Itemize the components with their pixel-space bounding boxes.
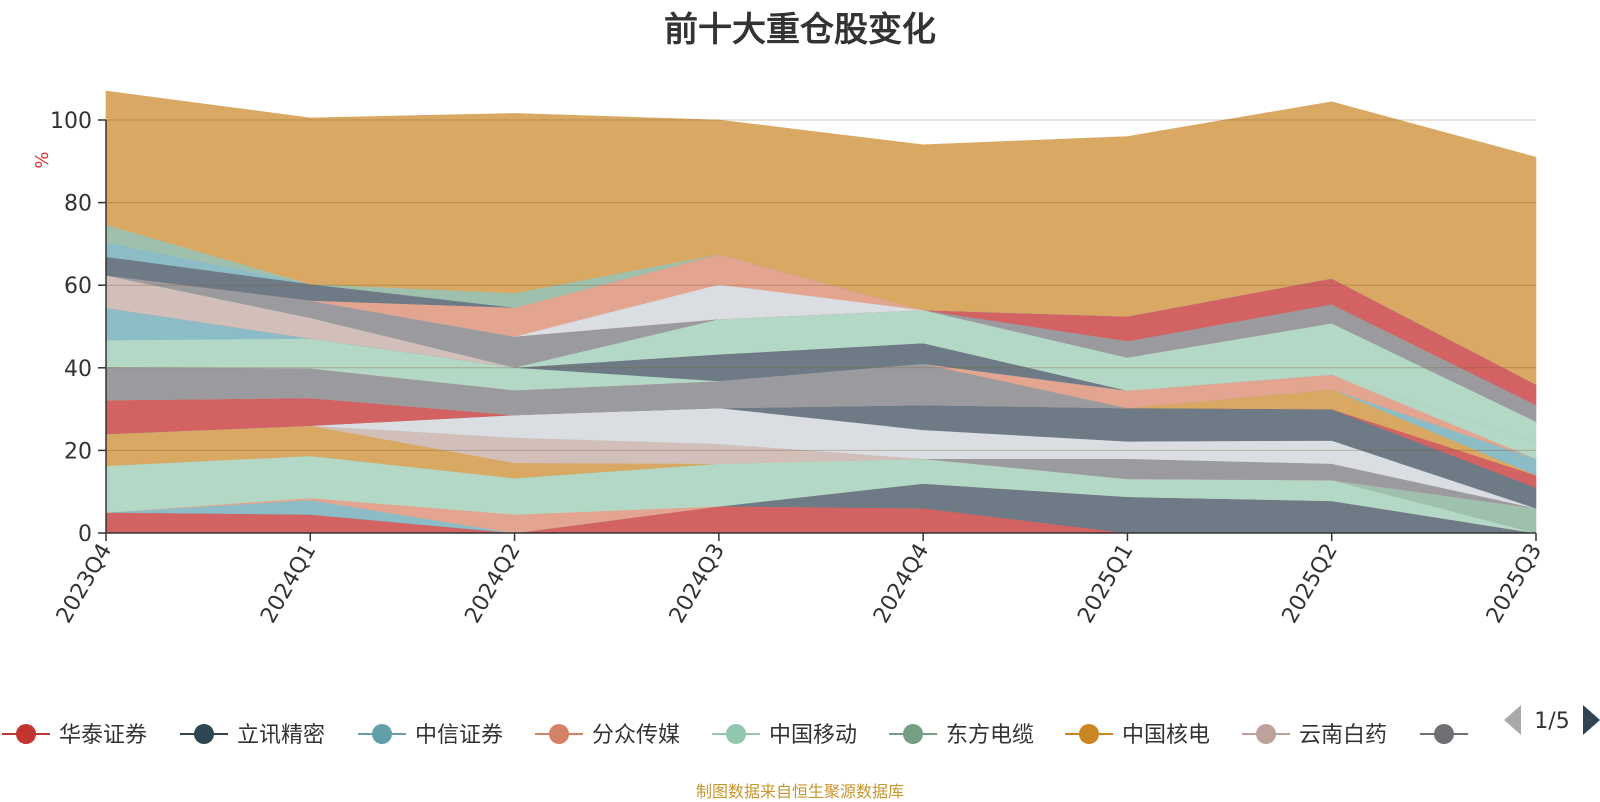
legend-label: 中国移动 (769, 723, 857, 748)
grid-lines (106, 119, 1536, 451)
legend-marker-icon (903, 724, 923, 744)
legend-pager: 1/5 (1504, 705, 1600, 735)
legend-item[interactable]: 云南白药 (1242, 723, 1387, 748)
legend-item-truncated[interactable] (1420, 724, 1468, 744)
legend-item[interactable]: 中国核电 (1065, 723, 1210, 748)
x-tick-label: 2023Q4 (52, 540, 117, 628)
legend-next-page-icon[interactable] (1583, 705, 1600, 735)
chart-title: 前十大重仓股变化 (664, 10, 936, 50)
x-tick-label: 2025Q3 (1482, 540, 1547, 628)
y-tick-label: 60 (64, 274, 92, 299)
legend-label: 分众传媒 (592, 723, 680, 748)
legend: 华泰证券 立讯精密 中信证券 分众传媒 中国移动 东方电缆 中国核电 云南白药 (2, 723, 1468, 748)
legend-page-indicator: 1/5 (1534, 709, 1569, 734)
y-tick-label: 20 (64, 439, 92, 464)
x-tick-label: 2024Q4 (869, 540, 934, 628)
x-tick-label: 2024Q1 (256, 540, 321, 628)
area-series-28 (105, 90, 1537, 385)
x-tick-label: 2024Q3 (665, 540, 730, 628)
y-tick-label: 40 (64, 357, 92, 382)
legend-prev-page-icon[interactable] (1504, 705, 1521, 735)
legend-marker-icon (726, 724, 746, 744)
legend-item[interactable]: 分众传媒 (535, 723, 680, 748)
legend-label: 云南白药 (1299, 723, 1387, 748)
legend-marker-icon (16, 724, 36, 744)
legend-item[interactable]: 中国移动 (712, 723, 857, 748)
source-note: 制图数据来自恒生聚源数据库 (695, 782, 904, 801)
legend-label: 华泰证券 (59, 723, 147, 748)
legend-label: 中信证券 (415, 723, 503, 748)
legend-item[interactable]: 东方电缆 (889, 723, 1034, 748)
y-tick-label: 80 (64, 192, 92, 217)
y-axis-label: % (32, 151, 53, 168)
x-tick-label: 2024Q2 (460, 540, 525, 628)
legend-marker-icon (372, 724, 392, 744)
legend-marker-icon (194, 724, 214, 744)
legend-label: 东方电缆 (946, 723, 1034, 748)
legend-marker-icon (1079, 724, 1099, 744)
legend-item[interactable]: 立讯精密 (180, 723, 325, 748)
legend-label: 中国核电 (1122, 723, 1210, 748)
legend-marker-icon (549, 724, 569, 744)
y-tick-label: 100 (50, 109, 92, 134)
x-tick-label: 2025Q1 (1073, 540, 1138, 628)
legend-marker-icon (1434, 724, 1454, 744)
y-tick-label: 0 (78, 522, 92, 547)
legend-label: 立讯精密 (237, 723, 325, 748)
area-series-group (105, 90, 1537, 534)
legend-marker-icon (1256, 724, 1276, 744)
legend-item[interactable]: 中信证券 (358, 723, 503, 748)
legend-item[interactable]: 华泰证券 (2, 723, 147, 748)
x-tick-label: 2025Q2 (1278, 540, 1343, 628)
